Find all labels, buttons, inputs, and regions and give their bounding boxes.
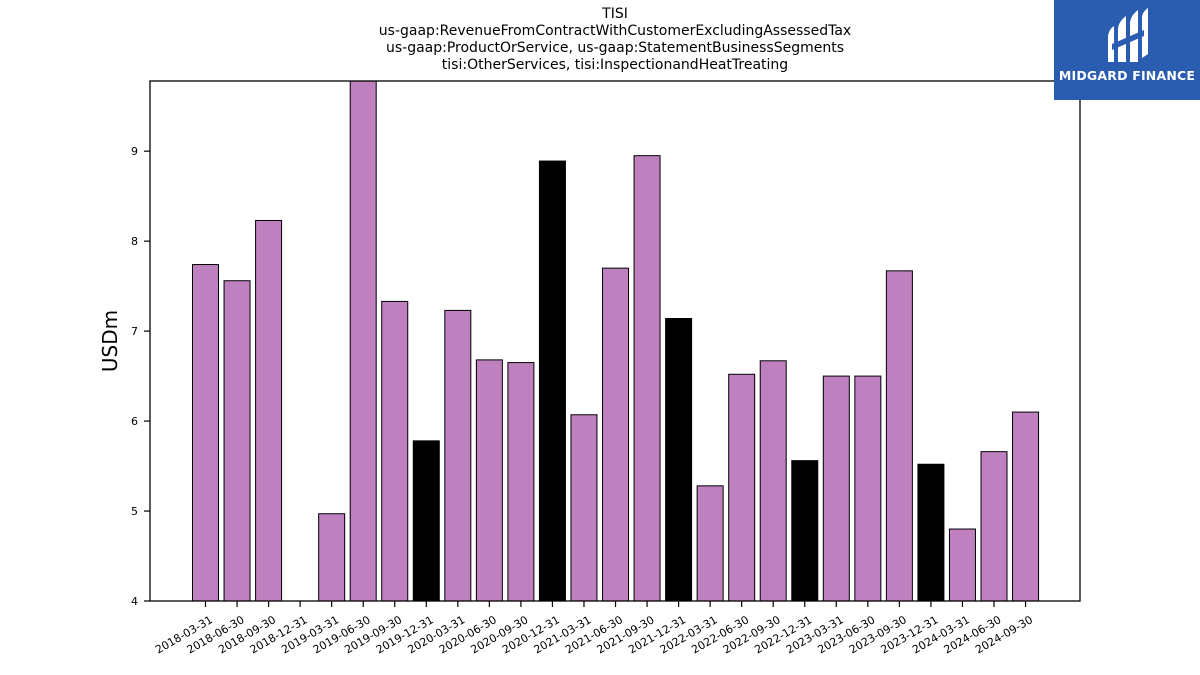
bar-2021-06-30: [602, 267, 630, 602]
bar-2019-12-31: [412, 440, 440, 602]
bar-2020-03-31: [444, 309, 472, 602]
chart-title-line: us-gaap:RevenueFromContractWithCustomerE…: [378, 23, 852, 39]
bar-2018-09-30: [255, 219, 283, 602]
bar-2019-09-30: [381, 300, 409, 602]
bar-2018-03-31: [192, 264, 219, 602]
bar-2022-06-30: [728, 373, 756, 602]
bar-2023-03-31: [822, 375, 850, 602]
bar-2022-03-31: [696, 485, 724, 602]
bar-2021-03-31: [570, 414, 598, 602]
logo-text: MIDGARD FINANCE: [1058, 68, 1196, 83]
bar-2021-12-31: [665, 318, 693, 602]
y-tick-label: 5: [131, 505, 138, 518]
bar-2020-06-30: [475, 359, 503, 602]
midgard-finance-logo: MIDGARD FINANCE: [1054, 0, 1200, 100]
bar-2020-12-31: [538, 160, 566, 602]
y-tick-label: 9: [131, 145, 138, 158]
bar-2024-03-31: [948, 528, 976, 602]
bar-2024-06-30: [980, 451, 1008, 602]
bar-2023-06-30: [854, 375, 882, 602]
y-tick-label: 7: [131, 325, 138, 338]
y-axis-label: USDm: [98, 310, 122, 372]
chart-title: TISI us-gaap:RevenueFromContractWithCust…: [150, 6, 1080, 74]
y-tick-label: 8: [131, 235, 138, 248]
bar-2023-12-31: [917, 463, 945, 602]
bar-2018-06-30: [223, 280, 251, 602]
chart-title-line: TISI: [602, 6, 628, 22]
y-tick-label: 4: [131, 595, 138, 608]
bar-2021-09-30: [633, 155, 661, 602]
bar-2023-09-30: [885, 270, 913, 602]
y-tick-label: 6: [131, 415, 138, 428]
bar-2019-06-30: [349, 80, 377, 602]
chart-title-line: us-gaap:ProductOrService, us-gaap:Statem…: [385, 40, 844, 56]
bar-2024-09-30: [1012, 411, 1040, 602]
bar-2020-09-30: [507, 362, 535, 602]
bar-2019-03-31: [318, 513, 346, 602]
bar-2022-09-30: [759, 360, 787, 602]
logo-mark-icon: [1108, 8, 1148, 62]
chart-title-line: tisi:OtherServices, tisi:InspectionandHe…: [441, 57, 789, 73]
bar-2022-12-31: [791, 460, 819, 602]
